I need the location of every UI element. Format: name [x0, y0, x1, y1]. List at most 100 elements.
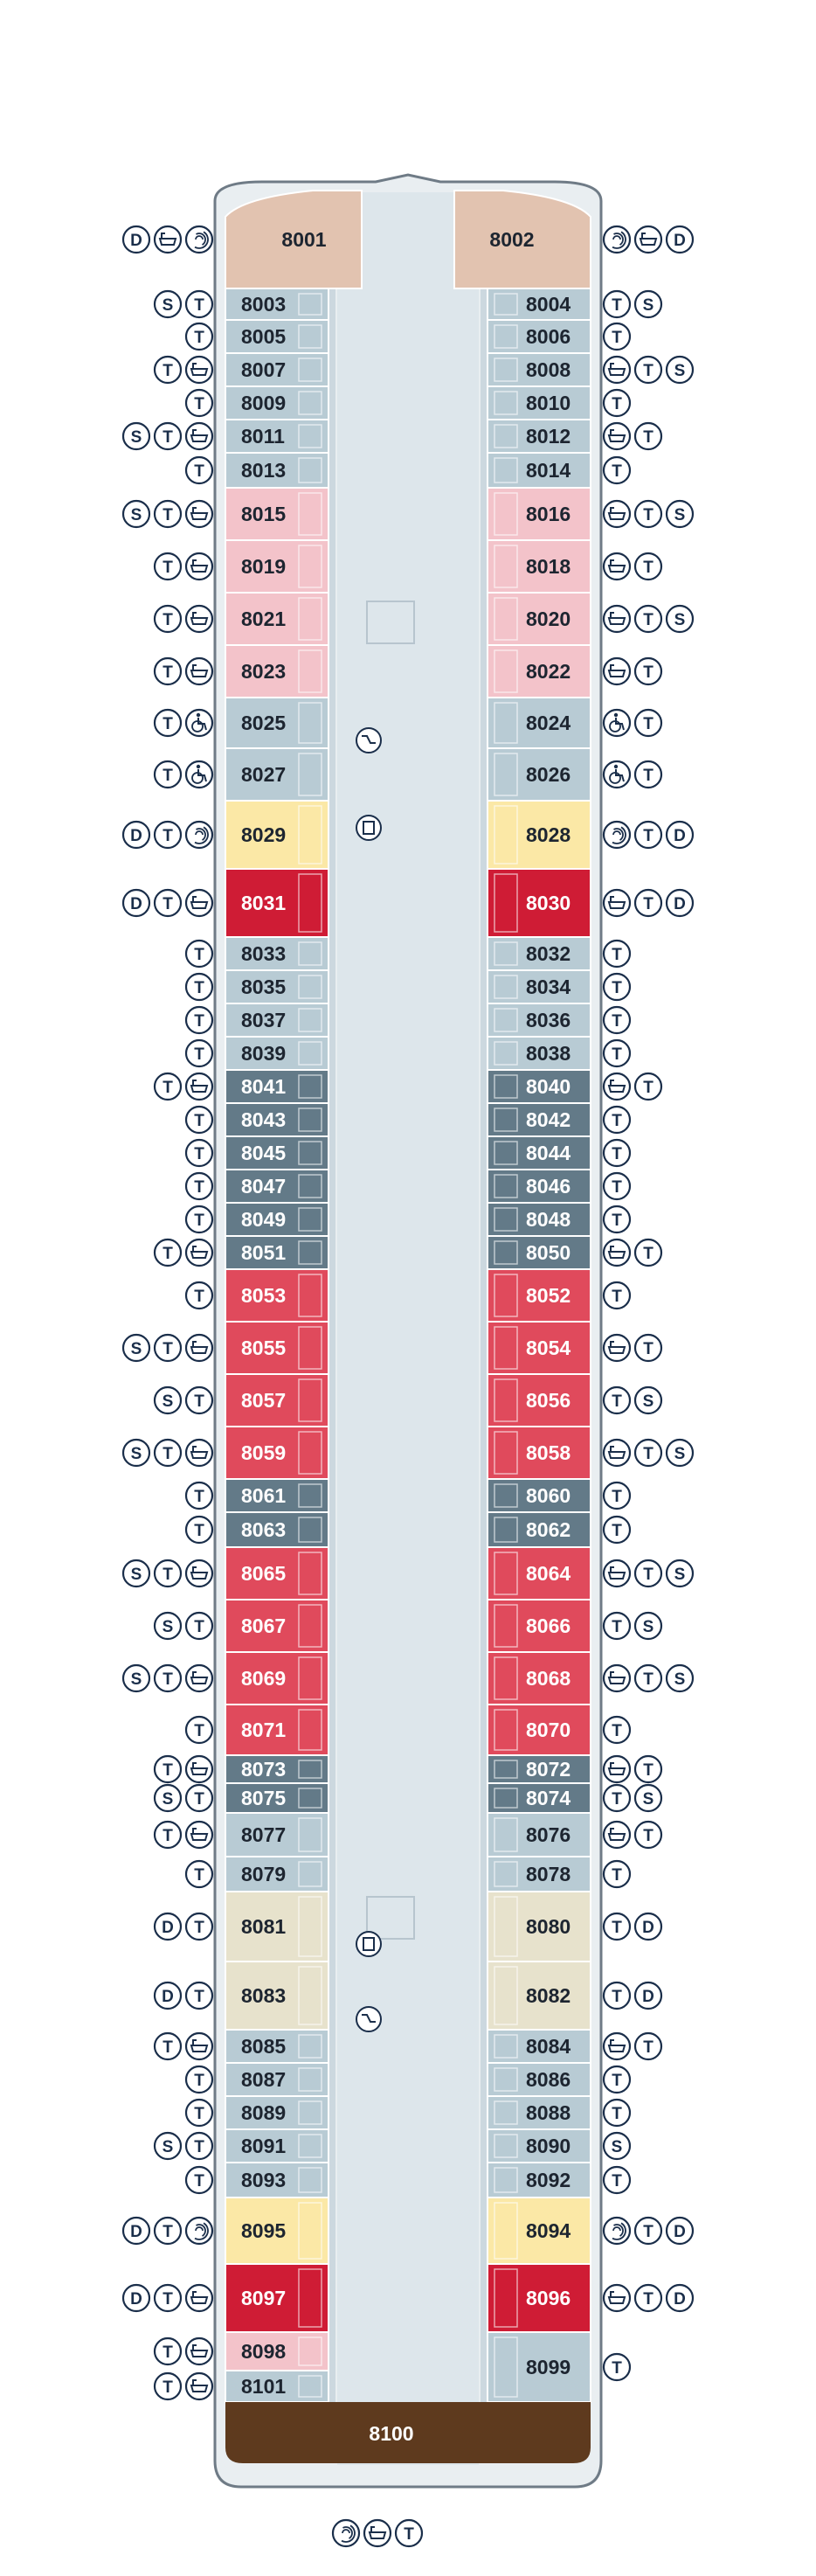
cabin-8074[interactable]: 8074	[487, 1782, 591, 1814]
cabin-8012[interactable]: 8012	[487, 419, 591, 454]
cabin-8051[interactable]: 8051	[225, 1235, 329, 1270]
cabin-8047[interactable]: 8047	[225, 1169, 329, 1204]
cabin-8034[interactable]: 8034	[487, 969, 591, 1004]
cabin-8044[interactable]: 8044	[487, 1135, 591, 1170]
cabin-8020[interactable]: 8020	[487, 592, 591, 646]
cabin-8069[interactable]: 8069	[225, 1651, 329, 1705]
cabin-8064[interactable]: 8064	[487, 1546, 591, 1600]
cabin-8011[interactable]: 8011	[225, 419, 329, 454]
cabin-8094[interactable]: 8094	[487, 2197, 591, 2265]
cabin-8040[interactable]: 8040	[487, 1069, 591, 1104]
cabin-8075[interactable]: 8075	[225, 1782, 329, 1814]
cabin-8071[interactable]: 8071	[225, 1704, 329, 1756]
cabin-8014[interactable]: 8014	[487, 452, 591, 489]
cabin-8095[interactable]: 8095	[225, 2197, 329, 2265]
cabin-8033[interactable]: 8033	[225, 936, 329, 971]
cabin-8068[interactable]: 8068	[487, 1651, 591, 1705]
cabin-8015[interactable]: 8015	[225, 487, 329, 541]
cabin-8086[interactable]: 8086	[487, 2062, 591, 2097]
cabin-8009[interactable]: 8009	[225, 385, 329, 420]
cabin-8097[interactable]: 8097	[225, 2263, 329, 2333]
cabin-8087[interactable]: 8087	[225, 2062, 329, 2097]
cabin-8085[interactable]: 8085	[225, 2029, 329, 2064]
cabin-8096[interactable]: 8096	[487, 2263, 591, 2333]
cabin-8019[interactable]: 8019	[225, 539, 329, 594]
cabin-8037[interactable]: 8037	[225, 1003, 329, 1038]
cabin-8025[interactable]: 8025	[225, 697, 329, 749]
cabin-8062[interactable]: 8062	[487, 1511, 591, 1548]
cabin-8046[interactable]: 8046	[487, 1169, 591, 1204]
cabin-8083[interactable]: 8083	[225, 1961, 329, 2031]
cabin-8079[interactable]: 8079	[225, 1856, 329, 1892]
cabin-8052[interactable]: 8052	[487, 1268, 591, 1323]
cabin-8030[interactable]: 8030	[487, 868, 591, 938]
cabin-8008[interactable]: 8008	[487, 352, 591, 387]
cabin-8080[interactable]: 8080	[487, 1891, 591, 1962]
cabin-8021[interactable]: 8021	[225, 592, 329, 646]
cabin-8045[interactable]: 8045	[225, 1135, 329, 1170]
cabin-8057[interactable]: 8057	[225, 1373, 329, 1427]
cabin-8023[interactable]: 8023	[225, 644, 329, 698]
cabin-8092[interactable]: 8092	[487, 2162, 591, 2198]
cabin-8058[interactable]: 8058	[487, 1426, 591, 1480]
cabin-8001[interactable]: 8001	[225, 190, 363, 289]
cabin-8063[interactable]: 8063	[225, 1511, 329, 1548]
cabin-8059[interactable]: 8059	[225, 1426, 329, 1480]
cabin-8055[interactable]: 8055	[225, 1321, 329, 1375]
cabin-8090[interactable]: 8090	[487, 2128, 591, 2163]
cabin-8091[interactable]: 8091	[225, 2128, 329, 2163]
cabin-8042[interactable]: 8042	[487, 1102, 591, 1137]
cabin-8078[interactable]: 8078	[487, 1856, 591, 1892]
cabin-8050[interactable]: 8050	[487, 1235, 591, 1270]
cabin-8077[interactable]: 8077	[225, 1812, 329, 1857]
cabin-8076[interactable]: 8076	[487, 1812, 591, 1857]
cabin-8041[interactable]: 8041	[225, 1069, 329, 1104]
cabin-8072[interactable]: 8072	[487, 1754, 591, 1784]
cabin-8100[interactable]: 8100	[225, 2402, 591, 2463]
cabin-8006[interactable]: 8006	[487, 319, 591, 354]
cabin-8035[interactable]: 8035	[225, 969, 329, 1004]
cabin-8031[interactable]: 8031	[225, 868, 329, 938]
cabin-8060[interactable]: 8060	[487, 1478, 591, 1513]
cabin-8022[interactable]: 8022	[487, 644, 591, 698]
cabin-8070[interactable]: 8070	[487, 1704, 591, 1756]
cabin-8039[interactable]: 8039	[225, 1036, 329, 1071]
cabin-8098[interactable]: 8098	[225, 2331, 329, 2371]
cabin-8010[interactable]: 8010	[487, 385, 591, 420]
cabin-8048[interactable]: 8048	[487, 1202, 591, 1237]
cabin-8084[interactable]: 8084	[487, 2029, 591, 2064]
cabin-8061[interactable]: 8061	[225, 1478, 329, 1513]
cabin-8082[interactable]: 8082	[487, 1961, 591, 2031]
cabin-8054[interactable]: 8054	[487, 1321, 591, 1375]
cabin-8016[interactable]: 8016	[487, 487, 591, 541]
cabin-8043[interactable]: 8043	[225, 1102, 329, 1137]
cabin-8067[interactable]: 8067	[225, 1599, 329, 1653]
cabin-8029[interactable]: 8029	[225, 800, 329, 870]
cabin-8101[interactable]: 8101	[225, 2370, 329, 2403]
cabin-8038[interactable]: 8038	[487, 1036, 591, 1071]
cabin-8003[interactable]: 8003	[225, 288, 329, 321]
cabin-8007[interactable]: 8007	[225, 352, 329, 387]
cabin-8056[interactable]: 8056	[487, 1373, 591, 1427]
cabin-8002[interactable]: 8002	[453, 190, 591, 289]
cabin-8004[interactable]: 8004	[487, 288, 591, 321]
cabin-8089[interactable]: 8089	[225, 2095, 329, 2130]
cabin-8066[interactable]: 8066	[487, 1599, 591, 1653]
cabin-8065[interactable]: 8065	[225, 1546, 329, 1600]
cabin-8049[interactable]: 8049	[225, 1202, 329, 1237]
cabin-8005[interactable]: 8005	[225, 319, 329, 354]
cabin-8053[interactable]: 8053	[225, 1268, 329, 1323]
cabin-8018[interactable]: 8018	[487, 539, 591, 594]
cabin-8036[interactable]: 8036	[487, 1003, 591, 1038]
cabin-8027[interactable]: 8027	[225, 747, 329, 802]
cabin-8026[interactable]: 8026	[487, 747, 591, 802]
cabin-8013[interactable]: 8013	[225, 452, 329, 489]
cabin-8032[interactable]: 8032	[487, 936, 591, 971]
cabin-8081[interactable]: 8081	[225, 1891, 329, 1962]
cabin-8024[interactable]: 8024	[487, 697, 591, 749]
cabin-8093[interactable]: 8093	[225, 2162, 329, 2198]
cabin-8073[interactable]: 8073	[225, 1754, 329, 1784]
cabin-8088[interactable]: 8088	[487, 2095, 591, 2130]
cabin-8028[interactable]: 8028	[487, 800, 591, 870]
cabin-8099[interactable]: 8099	[487, 2331, 591, 2403]
